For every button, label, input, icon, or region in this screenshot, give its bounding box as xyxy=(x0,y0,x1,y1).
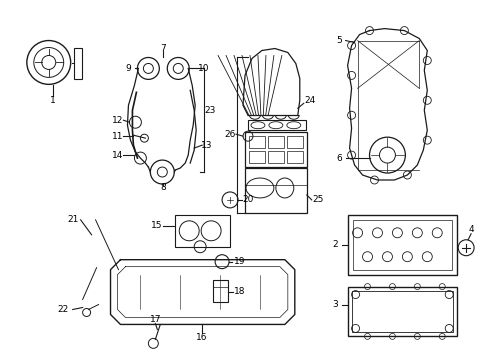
Bar xyxy=(267,136,283,148)
Text: 1: 1 xyxy=(50,96,56,105)
Bar xyxy=(352,220,451,270)
Text: 7: 7 xyxy=(160,44,166,53)
Bar xyxy=(286,136,302,148)
Text: 18: 18 xyxy=(234,287,245,296)
Text: 24: 24 xyxy=(304,96,315,105)
Bar xyxy=(175,215,229,247)
Text: 4: 4 xyxy=(468,225,473,234)
Text: 23: 23 xyxy=(204,106,215,115)
Text: 21: 21 xyxy=(67,215,78,224)
Text: 6: 6 xyxy=(336,154,342,163)
Bar xyxy=(244,168,306,213)
Text: 12: 12 xyxy=(112,116,123,125)
Bar xyxy=(347,287,456,336)
Bar xyxy=(213,280,227,302)
Text: 22: 22 xyxy=(57,305,68,314)
Text: 14: 14 xyxy=(112,150,123,159)
Bar xyxy=(74,48,81,80)
Text: 13: 13 xyxy=(201,141,212,150)
Text: 11: 11 xyxy=(112,132,123,141)
Text: 25: 25 xyxy=(311,195,323,204)
Text: 8: 8 xyxy=(160,184,166,193)
Text: 16: 16 xyxy=(196,333,207,342)
Text: 5: 5 xyxy=(336,36,342,45)
Bar xyxy=(248,136,264,148)
Text: 19: 19 xyxy=(234,257,245,266)
Bar xyxy=(244,132,306,167)
Text: 2: 2 xyxy=(332,240,338,249)
Text: 26: 26 xyxy=(224,130,235,139)
Bar xyxy=(351,291,452,332)
Bar xyxy=(247,120,305,130)
Text: 3: 3 xyxy=(332,300,338,309)
Bar xyxy=(267,151,283,163)
Bar xyxy=(286,151,302,163)
Text: 10: 10 xyxy=(198,64,209,73)
Text: 9: 9 xyxy=(125,64,131,73)
Bar xyxy=(248,151,264,163)
Bar xyxy=(347,215,456,275)
Text: 20: 20 xyxy=(242,195,253,204)
Text: 17: 17 xyxy=(149,315,161,324)
Text: 15: 15 xyxy=(150,221,162,230)
